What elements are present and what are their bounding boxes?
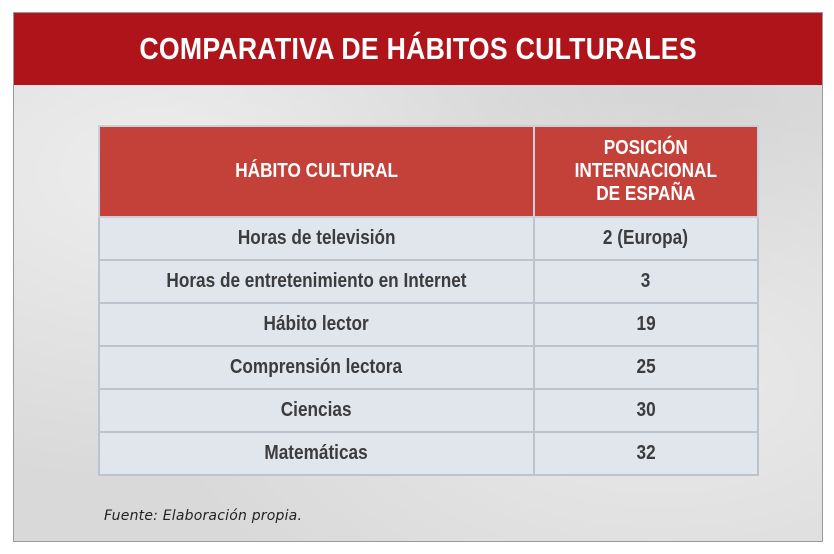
habit-text: Matemáticas <box>264 442 369 464</box>
page-title: COMPARATIVA DE HÁBITOS CULTURALES <box>139 31 697 66</box>
column-header-line: DE ESPAÑA <box>596 183 696 205</box>
position-text: 2 (Europa) <box>603 227 689 249</box>
column-header-label: POSICIÓN INTERNACIONAL DE ESPAÑA <box>575 137 717 206</box>
title-bar: COMPARATIVA DE HÁBITOS CULTURALES <box>14 13 822 85</box>
table-header-row: HÁBITO CULTURAL POSICIÓN INTERNACIONAL D… <box>98 125 760 218</box>
habit-cell: Matemáticas <box>98 431 535 476</box>
column-header-label: HÁBITO CULTURAL <box>235 160 398 182</box>
habit-cell: Horas de televisión <box>98 216 535 261</box>
position-cell: 32 <box>532 431 760 476</box>
column-header-habit: HÁBITO CULTURAL <box>98 125 535 218</box>
position-cell: 30 <box>532 388 760 433</box>
habit-text: Horas de televisión <box>237 227 396 249</box>
infographic-card: COMPARATIVA DE HÁBITOS CULTURALES HÁBITO… <box>13 12 823 542</box>
habit-text: Comprensión lectora <box>230 356 403 378</box>
position-cell: 25 <box>532 345 760 390</box>
table-row: Comprensión lectora 25 <box>98 345 760 390</box>
position-cell: 2 (Europa) <box>532 216 760 261</box>
column-header-line: INTERNACIONAL <box>574 160 718 182</box>
table-row: Hábito lector 19 <box>98 302 760 347</box>
position-text: 32 <box>636 442 656 464</box>
habits-table: HÁBITO CULTURAL POSICIÓN INTERNACIONAL D… <box>98 125 760 476</box>
position-text: 19 <box>636 313 656 335</box>
habit-text: Ciencias <box>281 399 352 421</box>
habit-text: Hábito lector <box>263 313 369 335</box>
column-header-line: POSICIÓN <box>603 137 688 159</box>
position-cell: 3 <box>532 259 760 304</box>
habit-cell: Horas de entretenimiento en Internet <box>98 259 535 304</box>
table-row: Horas de televisión 2 (Europa) <box>98 216 760 261</box>
position-cell: 19 <box>532 302 760 347</box>
habit-cell: Ciencias <box>98 388 535 433</box>
position-text: 30 <box>636 399 656 421</box>
source-note: Fuente: Elaboración propia. <box>104 508 303 524</box>
position-text: 3 <box>641 270 651 292</box>
habit-text: Horas de entretenimiento en Internet <box>166 270 467 292</box>
column-header-position: POSICIÓN INTERNACIONAL DE ESPAÑA <box>532 125 760 218</box>
table-row: Ciencias 30 <box>98 388 760 433</box>
table-row: Horas de entretenimiento en Internet 3 <box>98 259 760 304</box>
table-row: Matemáticas 32 <box>98 431 760 476</box>
habit-cell: Hábito lector <box>98 302 535 347</box>
habit-cell: Comprensión lectora <box>98 345 535 390</box>
position-text: 25 <box>636 356 656 378</box>
